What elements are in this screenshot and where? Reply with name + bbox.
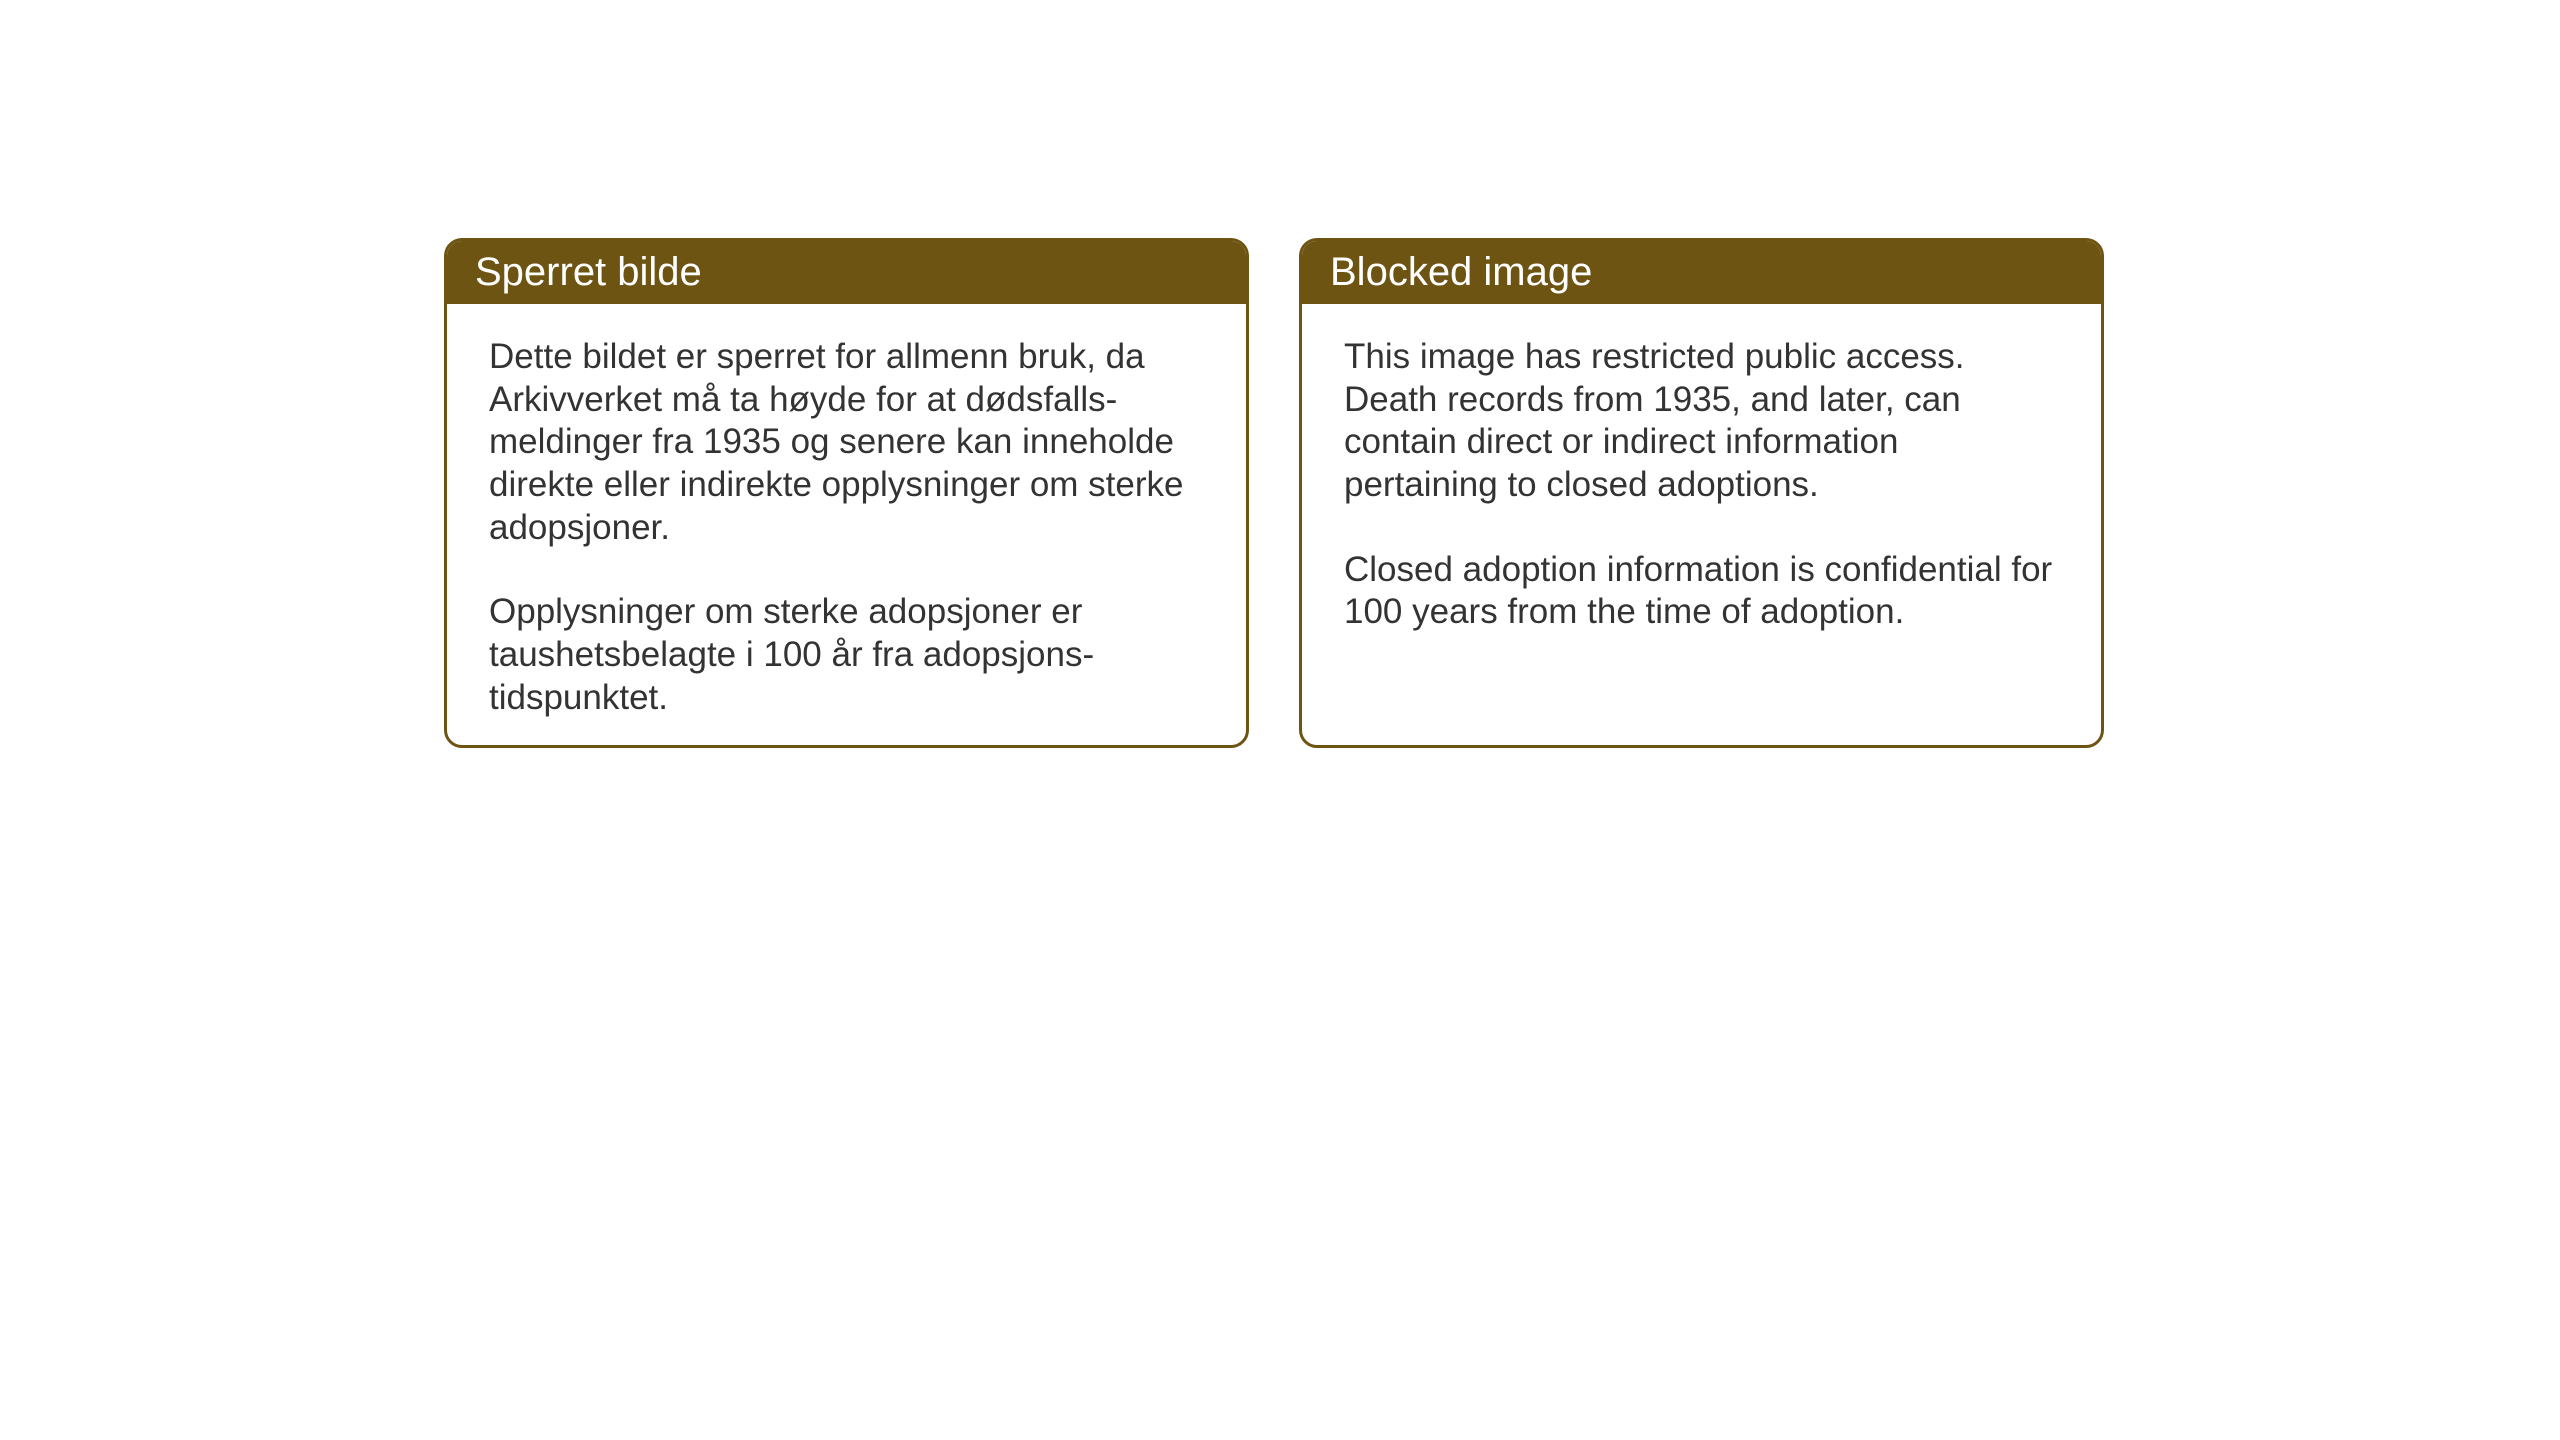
english-card-header: Blocked image	[1302, 241, 2101, 304]
english-card-body: This image has restricted public access.…	[1302, 304, 2101, 666]
norwegian-card-title: Sperret bilde	[475, 250, 702, 294]
english-card-title: Blocked image	[1330, 250, 1592, 294]
english-notice-card: Blocked image This image has restricted …	[1299, 238, 2104, 748]
notice-cards-container: Sperret bilde Dette bildet er sperret fo…	[444, 238, 2104, 748]
norwegian-card-body: Dette bildet er sperret for allmenn bruk…	[447, 304, 1246, 748]
english-paragraph-1: This image has restricted public access.…	[1344, 336, 2059, 507]
norwegian-paragraph-1: Dette bildet er sperret for allmenn bruk…	[489, 336, 1204, 549]
norwegian-paragraph-2: Opplysninger om sterke adopsjoner er tau…	[489, 591, 1204, 719]
norwegian-notice-card: Sperret bilde Dette bildet er sperret fo…	[444, 238, 1249, 748]
english-paragraph-2: Closed adoption information is confident…	[1344, 549, 2059, 634]
norwegian-card-header: Sperret bilde	[447, 241, 1246, 304]
